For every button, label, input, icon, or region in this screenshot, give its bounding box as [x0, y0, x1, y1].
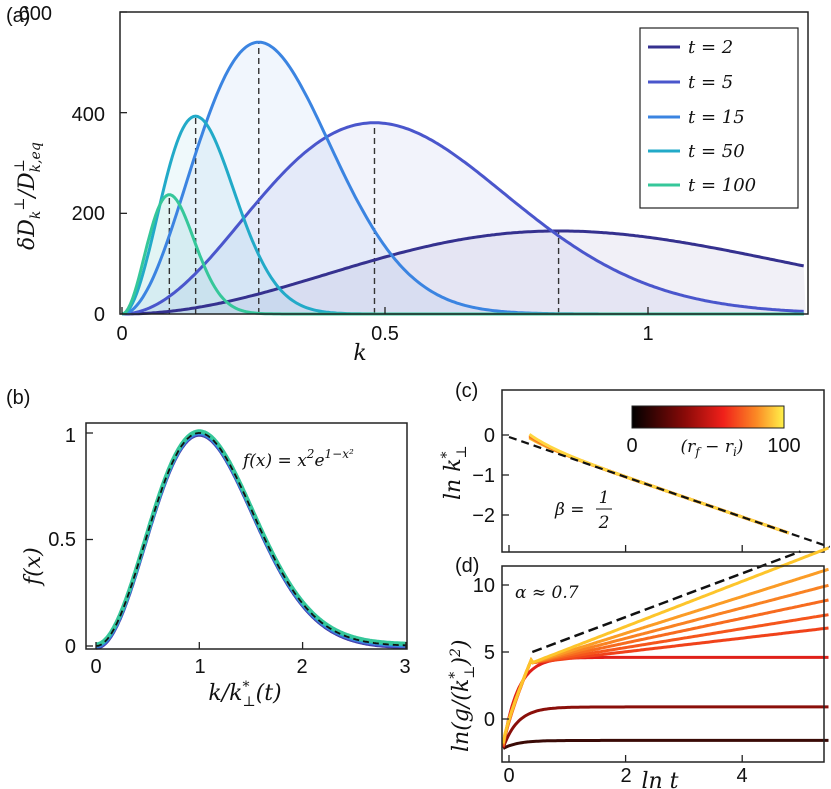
d-ytick-10: 10: [473, 575, 495, 597]
d-curve-1: [501, 705, 829, 749]
a-xtick-0.5: 0.5: [371, 323, 399, 345]
d-curve-8: [501, 546, 830, 744]
a-ytick-400: 400: [72, 104, 105, 126]
b-xtick-0: 0: [90, 656, 101, 678]
d-ytick-5: 5: [484, 642, 495, 664]
a-ytick-0: 0: [94, 304, 105, 326]
panel-c-frame: [501, 389, 825, 553]
d-xtick-2: 2: [620, 765, 631, 787]
d-xlabel: ln t: [641, 769, 678, 789]
panel-label-a: (a): [6, 5, 30, 27]
c-colorbar: 0 100 (rf − ri): [626, 405, 801, 459]
b-formula-curve: [95, 432, 406, 647]
b-formula: f(x) = x2e1−x²: [241, 447, 354, 471]
d-ytick-0: 0: [484, 709, 495, 731]
c-beta-num: 1: [599, 488, 610, 508]
b-xtick-2: 2: [296, 656, 307, 678]
b-xtick-1: 1: [194, 656, 205, 678]
b-ytick-0: 0: [65, 636, 76, 658]
panel-d-frame: [501, 565, 825, 763]
a-legend: t = 2 t = 5 t = 15 t = 50 t = 100: [639, 27, 799, 209]
panel-c: [502, 433, 831, 552]
c-ylabel: ln k*⊥: [439, 445, 470, 500]
panel-label-c: (c): [455, 380, 478, 402]
a-fill-0: [122, 231, 806, 314]
a-curve-0: [122, 229, 804, 316]
d-curve-0: [502, 738, 829, 750]
d-curve-2: [501, 655, 829, 748]
a-fill-1: [122, 122, 806, 314]
a-fill-3: [122, 116, 806, 314]
cbar-label: (rf − ri): [681, 437, 744, 459]
c-fit-line: [508, 435, 831, 549]
a-ytick-200: 200: [72, 203, 105, 225]
c-ytick-m2: −2: [472, 505, 495, 527]
a-fill-4: [122, 194, 806, 314]
a-fill-2: [122, 42, 806, 314]
d-ylabel: ln(g/(k*⊥)2): [447, 640, 478, 752]
c-ytick-m1: −1: [472, 465, 495, 487]
c-beta-den: 2: [598, 513, 610, 533]
b-xlabel: k/k* ⊥(t): [208, 679, 281, 710]
panel-label-b: (b): [6, 387, 30, 409]
legend-t50: t = 50: [688, 141, 745, 162]
d-curve-7: [501, 567, 829, 745]
d-xtick-0: 0: [503, 765, 514, 787]
b-ylabel: f(x): [21, 547, 46, 587]
panel-b-frame: [85, 422, 408, 650]
d-fit-line: [531, 550, 801, 654]
legend-t15: t = 15: [688, 107, 745, 128]
a-xtick-1: 1: [642, 323, 653, 345]
a-ylabel: δDk⊥/Dk,eq⊥: [12, 142, 44, 250]
b-ytick-0.5: 0.5: [48, 529, 76, 551]
a-curve-1: [122, 121, 804, 316]
panel-label-d: (d): [455, 555, 479, 577]
d-alpha: α ≈ 0.7: [515, 583, 579, 603]
d-xtick-4: 4: [736, 765, 747, 787]
c-beta: β =: [554, 500, 584, 520]
cbar-min: 0: [626, 435, 637, 457]
c-ytick-0: 0: [484, 425, 495, 447]
a-xtick-0: 0: [116, 323, 127, 345]
a-ytick-600: 600: [19, 3, 52, 25]
panel-a-frame: [119, 11, 809, 315]
b-xtick-3: 3: [399, 656, 410, 678]
legend-t100: t = 100: [688, 175, 756, 196]
legend-t2: t = 2: [688, 37, 733, 58]
panel-b: [86, 429, 407, 650]
b-ytick-1: 1: [65, 425, 76, 447]
panel-d: [501, 546, 830, 762]
cbar-max: 100: [767, 435, 800, 457]
a-xlabel: k: [353, 341, 366, 366]
legend-t5: t = 5: [688, 72, 733, 93]
b-curve-4: [95, 429, 407, 647]
